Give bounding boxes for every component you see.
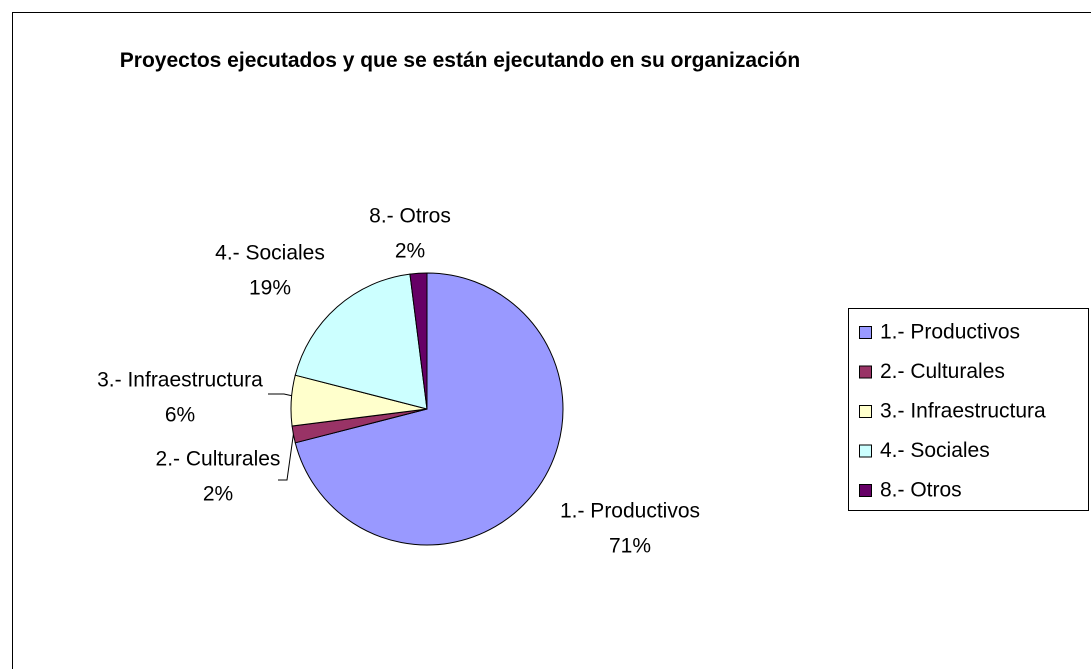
data-label-category: 8.- Otros	[369, 205, 451, 228]
data-label-value: 6%	[165, 404, 195, 427]
data-label-value: 19%	[249, 277, 291, 300]
legend-swatch	[859, 405, 872, 418]
pie-slice	[409, 272, 428, 410]
legend-swatch	[859, 484, 872, 497]
pie-slice	[294, 273, 428, 410]
legend-label: 2.- Culturales	[880, 360, 1005, 383]
legend-label: 3.- Infraestructura	[880, 400, 1046, 423]
data-label-category: 2.- Culturales	[156, 448, 281, 471]
legend-box	[848, 308, 1089, 511]
legend-swatch	[859, 365, 872, 379]
chart-border	[12, 12, 1091, 669]
leader-line	[268, 393, 294, 397]
legend-label: 4.- Sociales	[880, 439, 990, 462]
data-label-category: 4.- Sociales	[215, 242, 325, 265]
leader-line	[278, 429, 295, 481]
legend-label: 8.- Otros	[880, 479, 962, 502]
data-label-value: 2%	[203, 483, 233, 506]
data-label-category: 3.- Infraestructura	[97, 369, 263, 392]
chart-title: Proyectos ejecutados y que se están ejec…	[119, 49, 801, 72]
legend-swatch	[859, 326, 872, 339]
data-label-value: 71%	[609, 535, 651, 558]
legend-swatch	[859, 444, 872, 458]
legend-label: 1.- Productivos	[880, 321, 1020, 344]
data-label-category: 1.- Productivos	[560, 500, 700, 523]
pie-slice	[294, 272, 564, 546]
data-label-value: 2%	[395, 240, 425, 263]
